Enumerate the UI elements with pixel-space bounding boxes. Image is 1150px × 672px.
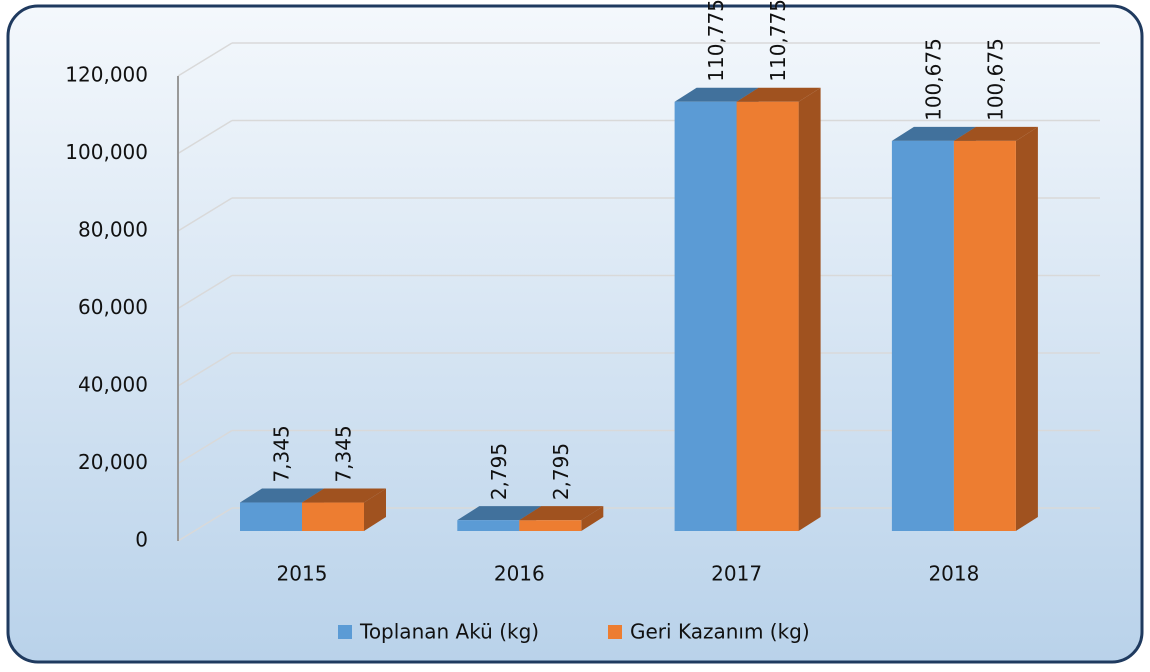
grid-line: [177, 507, 233, 542]
legend-swatch: [338, 625, 352, 639]
x-tick-label: 2016: [494, 562, 545, 586]
data-label: 2,795: [487, 443, 511, 500]
bar: [519, 520, 582, 531]
bar: [302, 502, 364, 531]
bar: [953, 140, 1016, 531]
bar: [674, 101, 737, 531]
y-tick-label: 40,000: [78, 373, 148, 397]
data-label: 110,775: [704, 0, 728, 82]
y-tick-label: 0: [135, 528, 148, 552]
bar-top: [302, 488, 386, 503]
legend-label: Toplanan Akü (kg): [359, 620, 539, 644]
y-tick-label: 20,000: [78, 450, 148, 474]
grid-line: [177, 119, 233, 155]
data-label: 2,795: [549, 443, 573, 500]
bar-side: [581, 506, 604, 531]
bar-top: [240, 488, 324, 503]
y-tick-label: 120,000: [65, 63, 148, 87]
grid-line: [177, 274, 233, 310]
data-label: 110,775: [766, 0, 790, 82]
x-tick-label: 2015: [277, 562, 328, 586]
legend-swatch: [608, 625, 622, 639]
bar: [736, 101, 799, 531]
bar-top: [674, 87, 759, 102]
x-tick-label: 2017: [711, 562, 762, 586]
data-label: 7,345: [270, 425, 294, 482]
data-label: 100,675: [921, 38, 945, 121]
grid-line: [177, 42, 233, 77]
grid-line: [177, 197, 233, 232]
bar-top: [891, 126, 976, 141]
data-label: 100,675: [983, 38, 1007, 121]
bar-side: [798, 87, 821, 531]
bar: [240, 502, 302, 531]
y-tick-label: 100,000: [65, 140, 148, 164]
x-tick-label: 2018: [928, 562, 979, 586]
y-tick-label: 60,000: [78, 295, 148, 319]
bar: [457, 520, 520, 531]
bar-top: [736, 87, 821, 102]
bar-top: [953, 126, 1038, 141]
bar-top: [519, 506, 604, 521]
legend-label: Geri Kazanım (kg): [630, 620, 810, 644]
grid-line: [177, 429, 233, 465]
y-tick-label: 80,000: [78, 218, 148, 242]
bar-side: [364, 488, 386, 531]
bar: [891, 140, 954, 531]
bar-side: [1015, 126, 1038, 532]
grid-line: [177, 352, 233, 387]
data-label: 7,345: [332, 425, 356, 482]
bar-top: [457, 506, 542, 521]
